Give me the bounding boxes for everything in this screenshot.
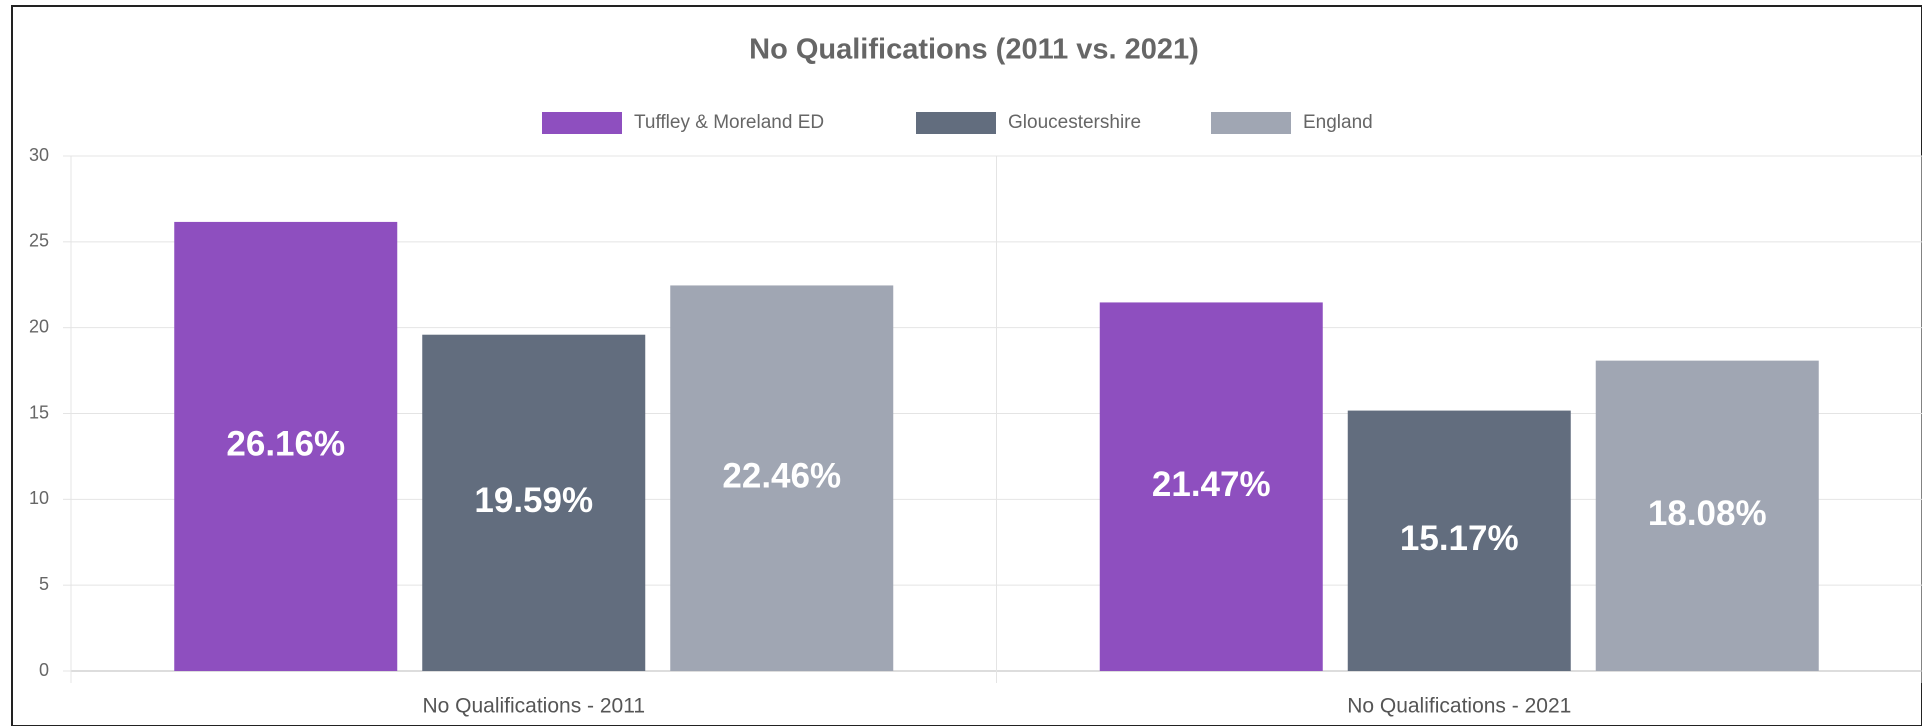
- bar: [174, 221, 398, 672]
- y-tick-label: 15: [29, 402, 49, 422]
- value-label: 26.16%: [226, 425, 345, 464]
- x-tick-label: No Qualifications - 2011: [422, 695, 645, 718]
- legend-label: England: [1303, 112, 1373, 133]
- legend-swatch: [542, 112, 622, 134]
- legend-label: Tuffley & Moreland ED: [634, 112, 824, 133]
- value-label: 15.17%: [1400, 519, 1519, 558]
- value-label: 19.59%: [474, 481, 593, 520]
- y-tick-label: 20: [29, 316, 49, 336]
- legend-swatch: [916, 112, 996, 134]
- y-tick-label: 0: [39, 660, 49, 680]
- x-tick-label: No Qualifications - 2021: [1347, 695, 1571, 718]
- bar: [422, 334, 646, 671]
- y-tick-label: 5: [39, 574, 49, 594]
- bar: [1595, 360, 1819, 671]
- y-tick-label: 25: [29, 231, 49, 251]
- chart-title: No Qualifications (2011 vs. 2021): [749, 34, 1199, 66]
- value-label: 18.08%: [1648, 494, 1767, 533]
- bar: [1099, 302, 1323, 671]
- y-tick-label: 30: [29, 145, 49, 165]
- legend-label: Gloucestershire: [1008, 112, 1141, 133]
- bar: [1347, 410, 1571, 671]
- y-tick-label: 10: [29, 488, 49, 508]
- legend-swatch: [1211, 112, 1291, 134]
- bar: [670, 285, 894, 671]
- value-label: 22.46%: [722, 456, 841, 495]
- value-label: 21.47%: [1152, 465, 1271, 504]
